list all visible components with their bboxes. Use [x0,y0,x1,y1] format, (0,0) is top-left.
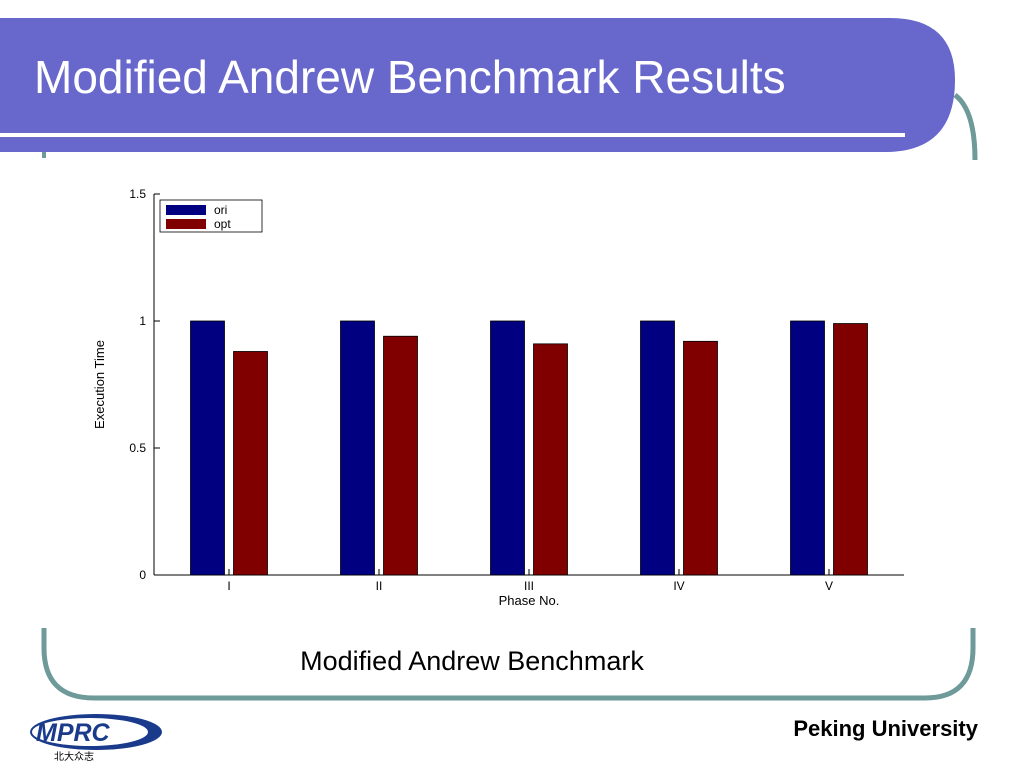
bar-opt-I [233,351,268,576]
bar-ori-II [340,320,375,576]
legend-swatch-ori [166,205,206,215]
y-tick-label: 0.5 [129,441,146,455]
title-bar [0,18,955,152]
bar-ori-I [190,320,225,576]
y-tick-label: 1 [139,314,146,328]
bar-opt-IV [683,340,718,576]
bar-ori-IV [640,320,675,576]
bar-opt-II [383,335,418,576]
x-axis-label: Phase No. [499,593,560,608]
mprc-logo: MPRC 北大众志 [30,714,162,763]
x-tick-label: IV [673,579,684,593]
bar-ori-V [790,320,825,576]
legend-label-opt: opt [214,217,231,231]
bar-ori-III [490,320,525,576]
x-tick-label: V [825,579,833,593]
legend-label-ori: ori [214,203,227,217]
svg-text:北大众志: 北大众志 [54,750,94,763]
footer-university: Peking University [793,716,978,741]
frame-bottom-curve [41,628,976,701]
y-tick-label: 1.5 [129,187,146,201]
x-tick-label: II [376,579,383,593]
page-title: Modified Andrew Benchmark Results [34,51,786,103]
y-axis-label: Execution Time [92,340,107,429]
chart-caption: Modified Andrew Benchmark [300,646,644,676]
y-tick-label: 0 [139,568,146,582]
bar-opt-V [833,323,868,576]
x-tick-label: I [227,579,230,593]
frame-top-right-curve [953,93,978,161]
x-tick-label: III [524,579,534,593]
legend-swatch-opt [166,219,206,229]
bar-opt-III [533,343,568,576]
svg-text:MPRC: MPRC [36,719,111,747]
